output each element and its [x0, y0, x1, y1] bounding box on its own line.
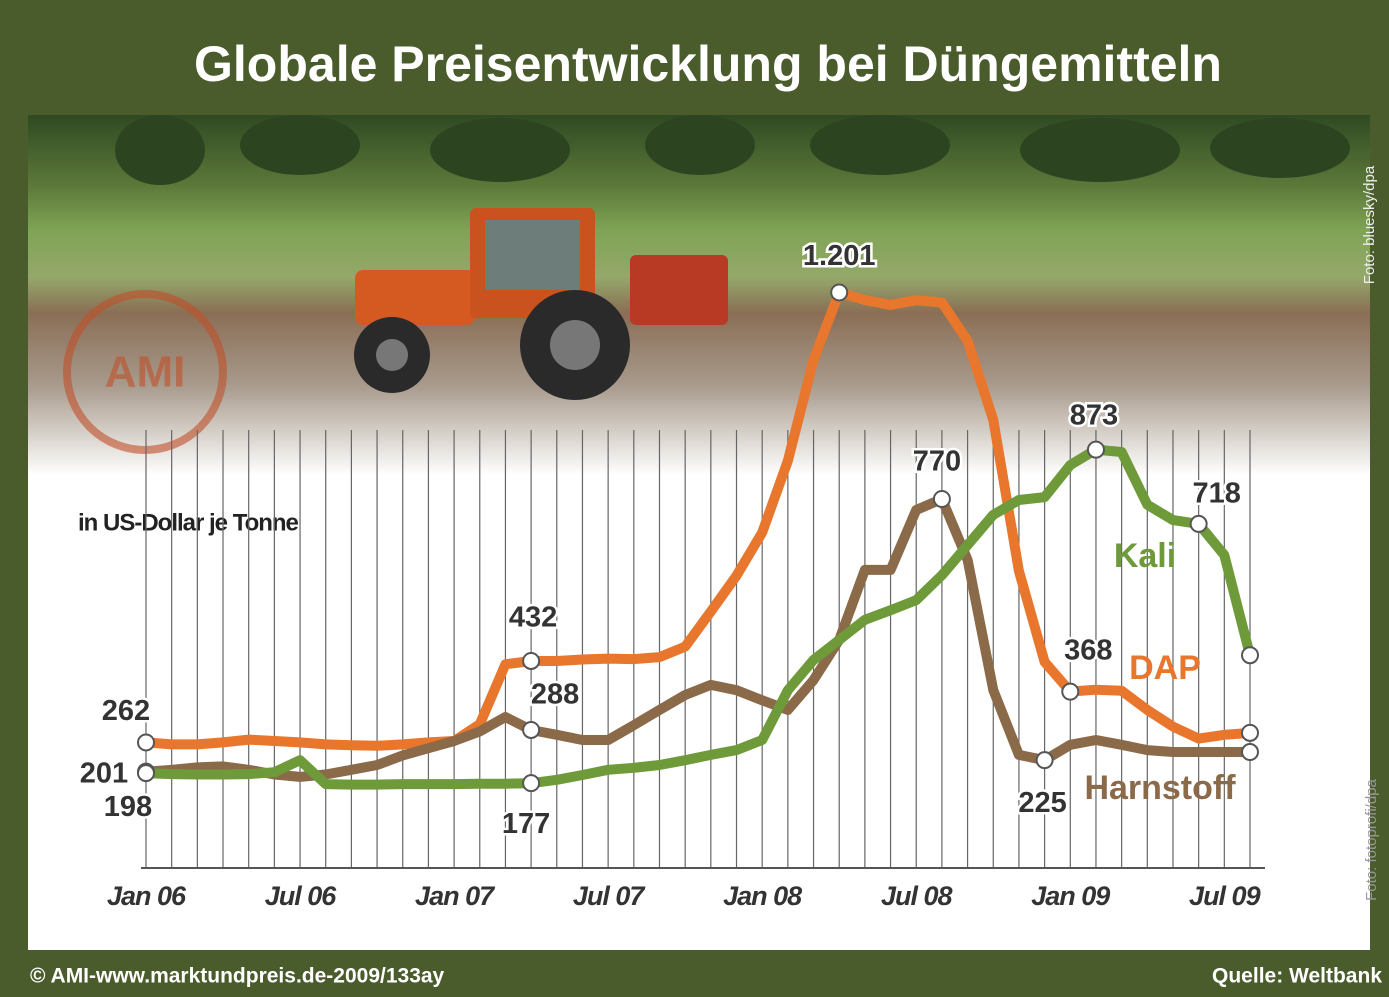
data-label: 198: [104, 791, 152, 823]
point-marker: [1241, 646, 1259, 665]
point-marker: [932, 489, 951, 508]
x-tick-label: Jan 07: [415, 881, 496, 911]
point-marker: [1189, 514, 1208, 533]
data-label: 201: [80, 757, 128, 789]
data-label: 262: [102, 695, 150, 727]
logo: AMI: [63, 290, 227, 454]
marker-layer: 262 432 1.201 368 DAP 201 288 770 225 Harnstoff 19…: [77, 238, 1259, 842]
chart-title: Globale Preisentwicklung bei Düngemittel…: [194, 36, 1222, 92]
photo-credit: Foto: fotoprofi/dpa: [1363, 778, 1380, 900]
x-tick-label: Jan 09: [1031, 881, 1110, 911]
point-marker: [1241, 743, 1259, 762]
point-marker: [522, 720, 541, 739]
data-label: 873: [1070, 399, 1118, 431]
point-marker: [137, 733, 155, 752]
x-tick-label: Jan 06: [107, 881, 187, 911]
point-marker: [522, 651, 541, 670]
data-label: 288: [531, 679, 579, 711]
trees: [115, 115, 1350, 185]
subtitle: in US-Dollar je Tonne: [78, 509, 299, 536]
tractor: [354, 208, 728, 400]
series-label: Kali: [1114, 537, 1176, 575]
x-tick-label: Jul 09: [1189, 881, 1261, 911]
point-marker: [1086, 440, 1105, 459]
x-tick-label: Jul 06: [265, 881, 338, 911]
x-tick-label: Jul 07: [573, 881, 647, 911]
data-label: 432: [509, 602, 557, 634]
line: [141, 444, 1255, 790]
photo-credit: Foto: bluesky/dpa: [1361, 165, 1378, 284]
series-label: DAP: [1129, 649, 1201, 687]
point-marker: [137, 764, 155, 783]
point-marker: [1061, 682, 1080, 701]
data-label: 770: [913, 446, 961, 478]
data-label: 1.201: [803, 240, 876, 272]
x-tick-label: Jan 08: [723, 881, 802, 911]
footer-right: Quelle: Weltbank: [1212, 965, 1382, 988]
point-marker: [1241, 723, 1259, 742]
point-marker: [1035, 751, 1054, 770]
line: [141, 494, 1255, 782]
data-label: 368: [1064, 634, 1112, 666]
data-label: 718: [1192, 478, 1240, 510]
footer-left: © AMI-www.marktundpreis.de-2009/133ay: [30, 965, 445, 988]
point-marker: [830, 283, 849, 302]
data-label: 225: [1018, 787, 1066, 819]
point-marker: [522, 774, 541, 793]
logo-text: AMI: [105, 348, 186, 397]
x-tick-label: Jul 08: [881, 881, 953, 911]
series-label: Harnstoff: [1084, 769, 1236, 807]
data-label: 177: [502, 808, 550, 840]
